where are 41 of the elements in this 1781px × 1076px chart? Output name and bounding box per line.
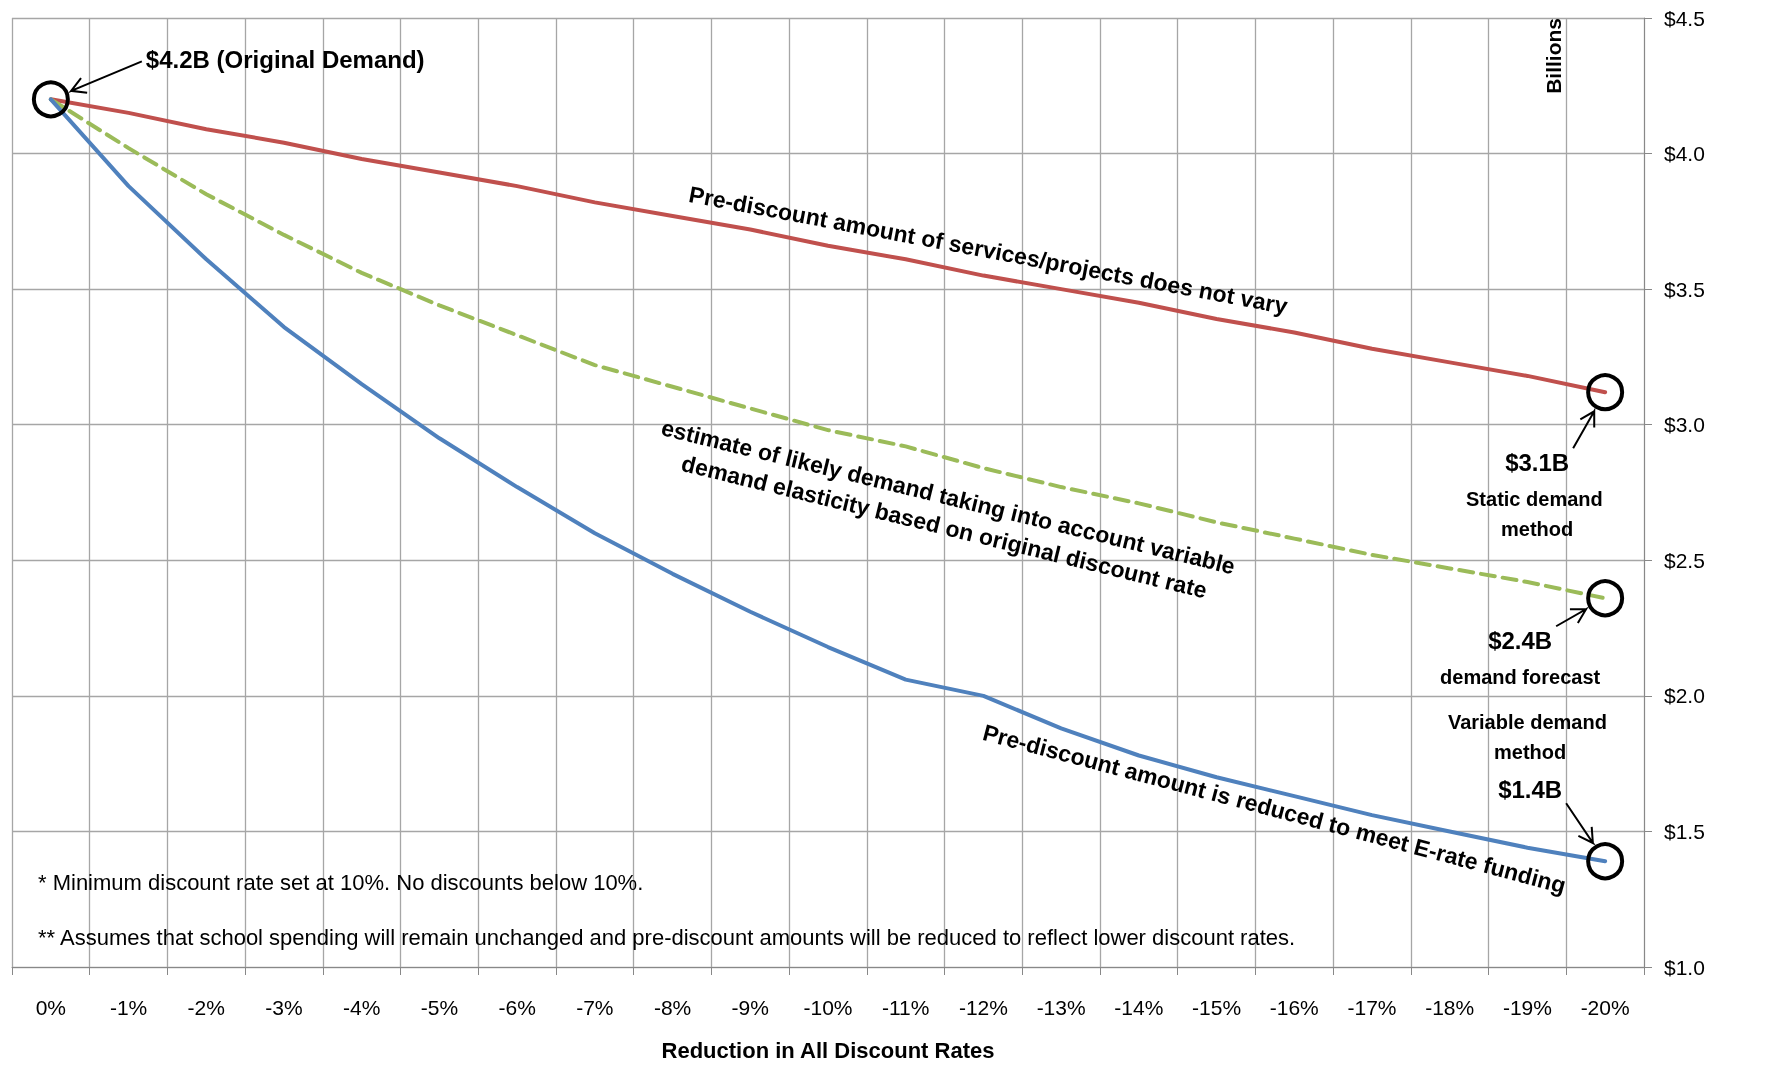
x-tick-label: 0% (35, 996, 67, 1019)
y-tick-label: $2.0 (1664, 684, 1705, 708)
x-tick-label: -2% (187, 996, 225, 1019)
x-tick-label: -18% (1425, 996, 1475, 1019)
x-axis-title: Reduction in All Discount Rates (661, 1037, 995, 1063)
x-tick-label: -19% (1502, 996, 1552, 1019)
annotation: Static demand method (1466, 488, 1609, 541)
x-tick-label: -8% (653, 996, 692, 1019)
x-tick-label: -20% (1580, 996, 1630, 1019)
x-tick-label: -9% (731, 996, 769, 1019)
x-tick-label: -7% (576, 996, 614, 1019)
annotation: $2.4B (1488, 626, 1553, 654)
annotation: demand forecast (1440, 666, 1601, 689)
x-tick-label: -1% (109, 996, 148, 1019)
x-tick-label: -13% (1036, 996, 1086, 1019)
x-tick-label: -3% (265, 996, 303, 1019)
y-tick-label: $4.5 (1664, 6, 1705, 30)
x-tick-label: -10% (803, 996, 853, 1019)
y-tick-label: $3.0 (1664, 413, 1705, 437)
y-tick-label: $1.0 (1664, 955, 1705, 979)
annotation: $1.4B (1498, 775, 1563, 803)
x-tick-label: -6% (498, 996, 536, 1019)
x-tick-label: -14% (1114, 996, 1164, 1019)
y-tick-label: $4.0 (1664, 142, 1705, 166)
x-tick-label: -4% (343, 996, 381, 1019)
annotation: Variable demand method (1447, 711, 1613, 764)
annotation: $4.2B (Original Demand) (145, 45, 425, 73)
x-tick-label: -5% (420, 996, 459, 1019)
x-tick-label: -16% (1269, 996, 1319, 1019)
y-tick-label: $3.5 (1664, 277, 1705, 301)
x-tick-label: -11% (881, 996, 930, 1019)
annotation: ** Assumes that school spending will remain unchanged and pre-discount amounts will be reduced to reflect lower discount rates. (38, 924, 1296, 950)
x-tick-label: -12% (958, 996, 1008, 1019)
annotation: $3.1B (1505, 448, 1570, 476)
x-tick-label: -15% (1192, 996, 1242, 1019)
y-axis-title: Billions (1542, 18, 1565, 94)
y-tick-label: $1.5 (1664, 819, 1705, 843)
annotation: * Minimum discount rate set at 10%. No discounts below 10%. (38, 869, 644, 895)
x-tick-label: -17% (1347, 996, 1397, 1019)
y-tick-label: $2.5 (1664, 548, 1705, 572)
text: estimate of likely demand taking into account variable demand elasticity based on original discount rate (658, 414, 1244, 604)
